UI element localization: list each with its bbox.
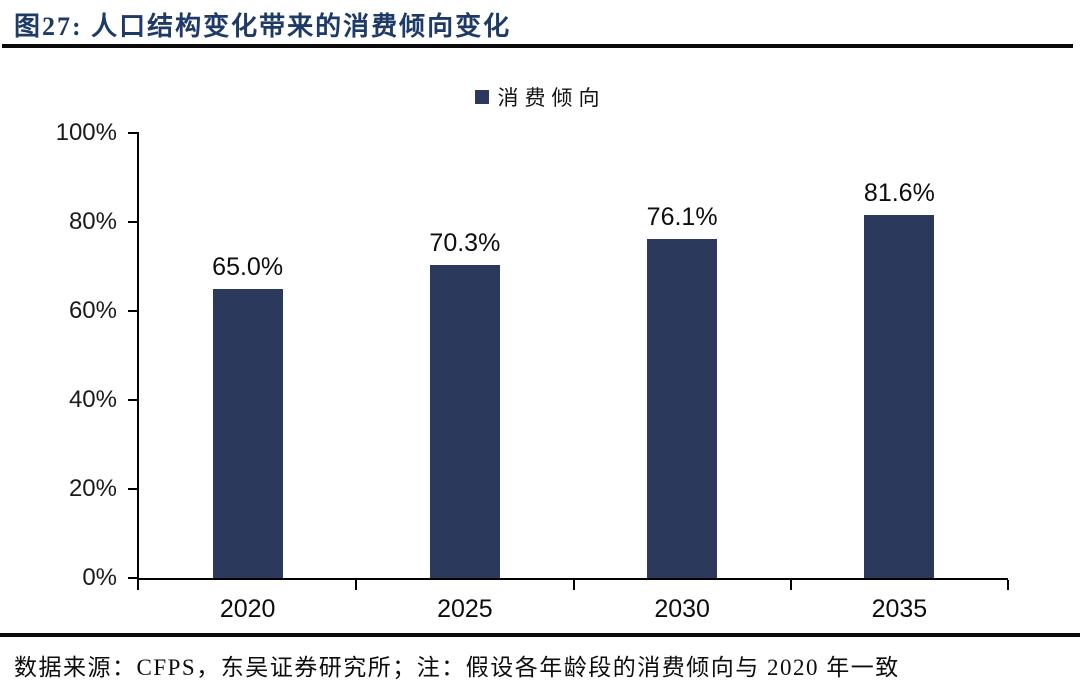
chart-legend: 消费倾向 (0, 82, 1080, 112)
legend-square-icon (474, 90, 489, 104)
x-tick-label: 2025 (437, 595, 493, 623)
y-tick-label: 0% (82, 564, 117, 591)
x-tick-label: 2020 (219, 595, 276, 623)
page-title: 图27: 人口结构变化带来的消费倾向变化 (14, 12, 512, 41)
y-tick-label: 40% (68, 386, 117, 413)
footer-divider (0, 633, 1080, 637)
y-axis-tick (128, 221, 139, 223)
plot-area: 100% 80% 60% 40% 20% 0% 65.0% 2020 70.3%… (56, 120, 1009, 623)
x-axis-tick (789, 580, 792, 590)
bar-value-label: 70.3% (429, 229, 501, 258)
bar (864, 214, 935, 578)
y-tick-label: 20% (68, 475, 117, 502)
x-axis-tick (572, 580, 575, 590)
x-axis-tick (355, 580, 358, 590)
y-tick-label: 100% (55, 119, 117, 146)
bar-group: 81.6% 2035 (863, 133, 935, 623)
y-axis-tick (128, 399, 139, 401)
title-divider (2, 44, 1073, 48)
bar-group: 70.3% 2025 (429, 133, 501, 623)
x-tick-label: 2030 (654, 595, 710, 623)
bar-group: 65.0% 2020 (212, 133, 284, 623)
y-tick-label: 80% (68, 208, 117, 235)
bar-value-label: 81.6% (863, 178, 935, 207)
y-axis-tick (128, 488, 139, 490)
x-axis-tick (1007, 580, 1009, 590)
bar (212, 288, 283, 578)
y-tick-label: 60% (68, 297, 117, 324)
bar-group: 76.1% 2030 (646, 133, 718, 623)
bar (429, 265, 500, 578)
bar (647, 239, 718, 578)
bar-value-label: 76.1% (646, 203, 718, 232)
legend-label: 消费倾向 (497, 86, 606, 110)
y-axis-tick (128, 132, 139, 134)
x-tick-label: 2035 (871, 595, 928, 623)
source-note: 数据来源：CFPS，东吴证券研究所；注：假设各年龄段的消费倾向与 2020 年一… (14, 655, 900, 680)
y-axis-tick (128, 577, 139, 579)
y-axis-tick (128, 310, 139, 312)
bar-value-label: 65.0% (212, 252, 284, 281)
x-axis-tick (137, 580, 139, 590)
